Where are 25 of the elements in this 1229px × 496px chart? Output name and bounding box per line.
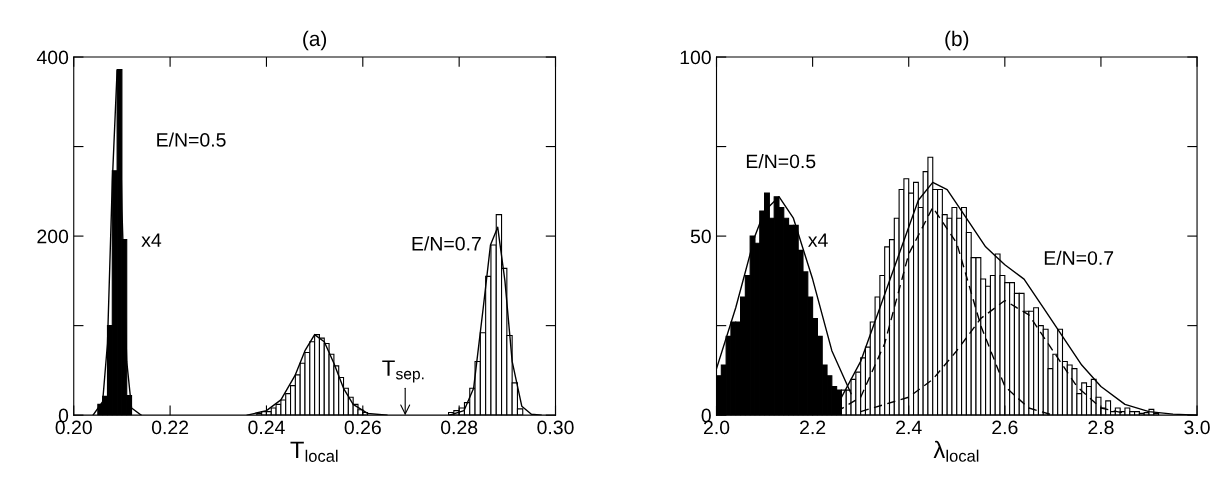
x-tick-label: 2.4 [896,420,922,435]
x-tick-label: 0.30 [537,420,574,435]
x-axis-title: λ$_{local}$ [933,440,979,462]
y-tick-label: 100 [680,50,711,65]
annotation: x4 [141,233,162,247]
annotation: x4 [808,233,828,247]
y-tick-label: 200 [37,229,69,244]
x-tick-label: 2.8 [1088,420,1114,435]
x-tick-label: 2.6 [992,420,1018,435]
x-tick-label: 2.2 [800,420,826,435]
annotation: E/N=0.7 [412,236,481,251]
y-tick-label: 400 [36,50,69,65]
annotation: E/N=0.7 [1044,250,1114,265]
y-tick-label: 50 [690,229,711,244]
x-axis-title: T$_{local}$ [290,441,338,462]
x-tick-label: 0.22 [151,420,189,435]
x-tick-label: 0.24 [248,420,285,435]
annotation: T$_{sep.}$ [382,360,424,383]
chart-title: (a) [303,30,327,51]
x-tick-label: 0.26 [344,420,381,435]
x-tick-label: 0.28 [440,420,478,435]
annotation: E/N=0.5 [746,153,816,169]
x-tick-label: 3.0 [1184,420,1210,435]
annotation: E/N=0.5 [157,132,226,147]
chart-title: (b) [945,30,969,51]
